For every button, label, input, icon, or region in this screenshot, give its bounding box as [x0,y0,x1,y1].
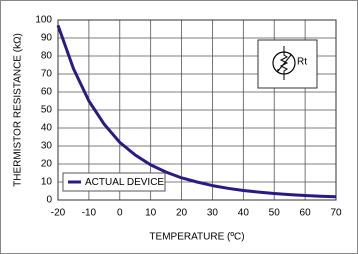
y-tick-label: 50 [41,105,53,116]
y-tick-label: 80 [41,51,53,62]
x-tick-label: 20 [176,208,188,219]
y-tick-label: 0 [46,195,52,206]
data-line [56,24,337,199]
y-tick-label: 40 [41,123,53,134]
y-tick-label: 20 [41,159,53,170]
annotation: Rt [297,57,307,68]
y-tick-label: 70 [41,69,53,80]
x-axis-title: TEMPERATURE (ºC) [149,232,244,243]
plot-border [57,19,337,201]
schematic-icon: Rt [257,39,318,89]
y-tick-label: 100 [35,15,52,26]
marks [56,24,337,199]
grid [57,19,337,201]
y-tick-label: 10 [41,177,53,188]
x-tick-label: 50 [269,208,281,219]
x-tick-label: 10 [145,208,157,219]
x-tick-label: -10 [82,208,97,219]
legend: ACTUAL DEVICE [62,172,166,192]
legend-label: ACTUAL DEVICE [85,177,164,188]
y-tick-label: 60 [41,87,53,98]
legend-box [62,172,166,192]
x-tick-label: -20 [51,208,66,219]
y-tick-label: 90 [41,33,53,44]
x-tick-label: 30 [207,208,219,219]
x-tick-label: 70 [330,208,342,219]
x-tick-label: 0 [117,208,123,219]
y-tick-label: 30 [41,141,53,152]
x-tick-label: 60 [300,208,312,219]
x-tick-label: 40 [238,208,250,219]
y-axis-title: THERMISTOR RESISTANCE (kΩ) [13,33,24,187]
